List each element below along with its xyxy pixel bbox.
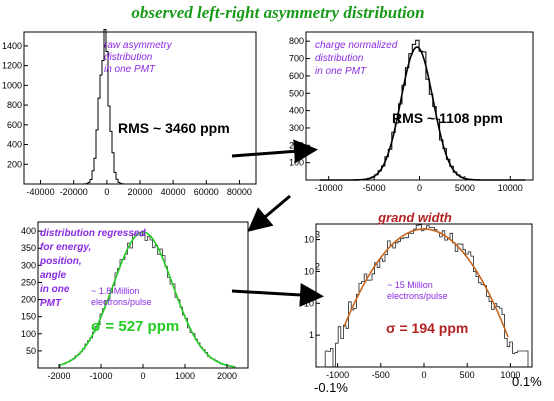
panel-grand-x-axis: -1000 -500 0 500 1000 [326,363,520,380]
x-tick-label: 2000 [217,371,237,381]
panel-raw-x-axis: -40000 -20000 0 20000 40000 60000 80000 [27,180,252,197]
y-tick-label: 10 [304,235,314,245]
x-tick-label: 0 [140,371,145,381]
x-tick-label: 10000 [498,183,523,193]
y-tick-label: 50 [26,346,36,356]
y-tick-label: 200 [289,140,304,150]
panel-regressed-annotation-line3: position, [39,256,82,267]
panel-regressed-sigma: σ = 527 ppm [91,318,179,335]
arrow-raw-to-charge [231,139,318,164]
arrow-regressed-to-grand [231,282,324,307]
panel-grand-electrons-line2: electrons/pulse [387,291,448,301]
panel-regressed-electrons-line1: ~ 1.8 Million [91,286,139,296]
x-tick-label: -10000 [315,183,343,193]
panel-raw-annotation-line1: raw asymmetry [104,40,173,51]
y-tick-label: 200 [7,159,22,169]
figure-title: observed left-right asymmetry distributi… [131,3,424,22]
panel-grand-right-percent: 0.1% [512,374,542,389]
panel-charge-rms: RMS ~ 1108 ppm [392,110,503,126]
panel-raw-rms: RMS ~ 3460 ppm [118,120,230,136]
panel-grand-sigma: σ = 194 ppm [386,320,468,336]
x-tick-label: -5000 [363,183,386,193]
y-tick-label: 250 [21,277,36,287]
y-tick-label: 150 [21,312,36,322]
y-tick-label: 10 [304,266,314,276]
arrow-charge-to-regressed [247,194,291,232]
y-tick-label: 1000 [2,80,22,90]
y-tick-label: 1200 [2,61,22,71]
y-tick-exponent: 2 [315,261,320,271]
y-tick-label: 600 [7,120,22,130]
panel-raw-histogram [60,29,200,185]
y-tick-label: 300 [21,260,36,270]
panel-regressed-annotation-line6: PMT [40,298,62,309]
panel-regressed-annotation-line5: in one [40,284,70,295]
panel-charge-fit-curve [320,46,525,181]
x-tick-label: 1000 [500,370,520,380]
panel-grand-fit-curve [343,228,509,338]
panel-charge: 100 200 300 400 500 600 700 800 -10000 -5000 0 500… [289,31,534,193]
x-tick-label: -20000 [60,187,88,197]
panel-grand-heading: grand width [377,210,452,225]
y-tick-label: 800 [7,100,22,110]
x-tick-label: 40000 [161,187,186,197]
panel-regressed-annotation-line4: angle [40,270,67,281]
x-tick-label: -2000 [47,371,70,381]
x-tick-label: 5000 [455,183,475,193]
panel-grand-electrons-line1: ~ 15 Million [387,280,433,290]
panel-regressed-fit-curve [59,231,236,368]
y-tick-label: 1 [309,330,314,340]
x-tick-label: 80000 [227,187,252,197]
panel-regressed-x-axis: -2000 -1000 0 1000 2000 [47,364,237,381]
x-tick-label: -1000 [326,370,349,380]
x-tick-label: -1000 [89,371,112,381]
y-tick-label: 350 [21,243,36,253]
panel-grand-histogram [320,224,529,368]
y-tick-label: 800 [289,36,304,46]
y-tick-label: 500 [289,88,304,98]
panel-grand-left-percent: -0.1% [314,380,348,395]
panel-charge-y-axis: 100 200 300 400 500 600 700 800 [289,36,310,168]
x-tick-label: 60000 [194,187,219,197]
y-tick-exponent: 3 [315,230,320,240]
y-tick-label: 200 [21,295,36,305]
panel-charge-annotation-line2: distribution [315,53,364,64]
panel-regressed-electrons-line2: electrons/pulse [91,297,152,307]
x-tick-label: 500 [460,370,475,380]
panel-regressed-annotation-line1: distribution regressed [40,228,146,239]
y-tick-label: 400 [21,226,36,236]
x-tick-label: -500 [372,370,390,380]
x-tick-label: 0 [417,183,422,193]
x-tick-label: 0 [421,370,426,380]
y-tick-label: 100 [21,329,36,339]
panel-charge-x-axis: -10000 -5000 0 5000 10000 [315,176,523,193]
y-tick-label: 10 [304,298,314,308]
panel-charge-annotation-line1: charge normalized [315,40,398,51]
y-tick-label: 600 [289,71,304,81]
panel-regressed: 50 100 150 200 250 300 350 400 -2000 -1000 0 1000 2… [21,221,249,381]
y-tick-label: 1400 [2,41,22,51]
panel-raw-annotation-line3: in one PMT [104,64,156,75]
x-tick-label: 1000 [175,371,195,381]
y-tick-label: 700 [289,54,304,64]
panel-regressed-y-axis: 50 100 150 200 250 300 350 400 [21,226,42,356]
panel-regressed-annotation-line2: for energy, [40,242,91,253]
panel-raw-annotation-line2: distribution [104,52,153,63]
panel-charge-annotation-line3: in one PMT [315,66,367,77]
y-tick-label: 400 [289,106,304,116]
x-tick-label: -40000 [27,187,55,197]
x-tick-label: 20000 [127,187,152,197]
y-tick-label: 100 [289,158,304,168]
y-tick-label: 300 [289,123,304,133]
panel-raw: 200 400 600 800 1000 1200 1400 -40000 -20000 0 20… [2,29,257,197]
y-tick-label: 400 [7,140,22,150]
panel-raw-y-axis: 200 400 600 800 1000 1200 1400 [2,41,28,169]
x-tick-label: 0 [104,187,109,197]
